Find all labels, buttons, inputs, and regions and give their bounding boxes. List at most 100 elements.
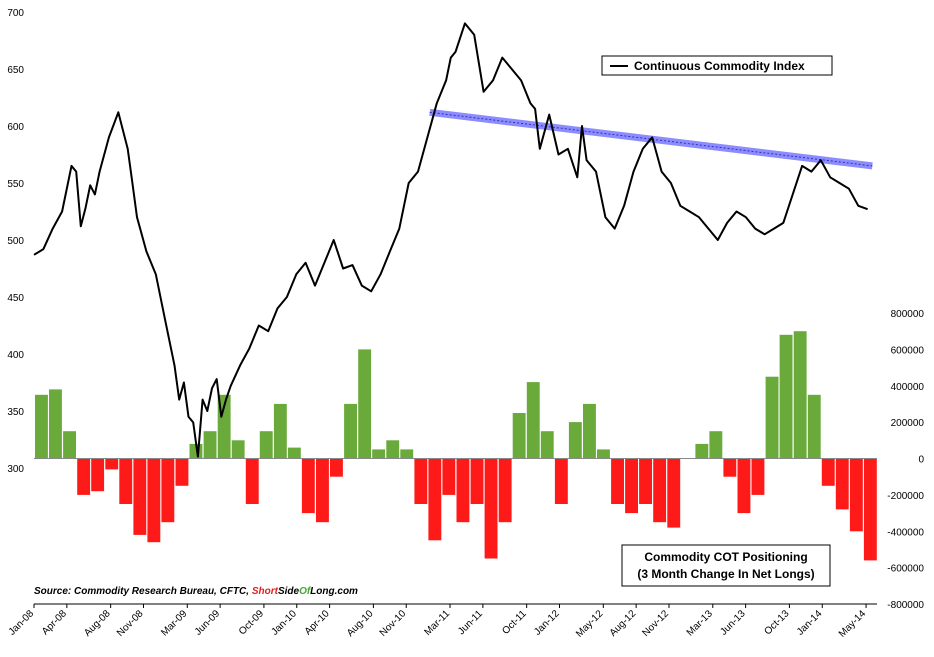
x-tick-label: Jan-10 <box>269 608 299 638</box>
left-tick-label: 650 <box>7 65 24 76</box>
x-tick-label: Jun-13 <box>718 608 748 638</box>
cot-bar <box>512 413 526 459</box>
x-tick-label: Oct-09 <box>237 608 266 637</box>
left-tick-label: 450 <box>7 293 24 304</box>
cot-bar <box>273 403 287 459</box>
cot-bar <box>91 458 105 492</box>
left-tick-label: 500 <box>7 236 24 247</box>
cot-bar <box>231 440 245 459</box>
cot-bar <box>667 458 681 528</box>
right-axis: 800000 600000 400000 200000 0 -200000 -400000 -… <box>887 309 924 611</box>
x-tick-label: Mar-13 <box>685 608 715 638</box>
cot-bar <box>498 458 512 523</box>
cot-bar <box>133 458 147 535</box>
cot-bar <box>821 458 835 486</box>
x-tick-label: Aug-10 <box>345 608 376 639</box>
source-brand-suffix: .com <box>335 586 358 597</box>
cot-bar <box>611 458 624 504</box>
cot-bar <box>765 376 779 459</box>
cot-bar <box>470 458 484 504</box>
cot-bars <box>35 331 877 561</box>
left-axis: 300 350 400 450 500 550 600 650 700 <box>7 8 24 475</box>
cot-annotation: Commodity COT Positioning (3 Month Chang… <box>621 544 831 587</box>
right-tick-label: -400000 <box>887 527 924 538</box>
price-line <box>33 22 868 458</box>
cot-bar <box>639 458 652 504</box>
cot-bar <box>597 449 610 459</box>
cot-bar <box>723 458 737 477</box>
cot-bar <box>175 458 189 486</box>
x-tick-label: Nov-10 <box>378 608 409 639</box>
cot-bar <box>35 394 48 459</box>
x-axis: Jan-08 Apr-08 Aug-08 Nov-08 Mar-09 Jun-09 Oct-… <box>7 603 877 640</box>
cot-bar <box>372 449 386 459</box>
cot-annotation-line-2: (3 Month Change In Net Longs) <box>637 567 814 581</box>
right-tick-label: 0 <box>918 455 924 466</box>
cot-bar <box>63 431 76 459</box>
x-tick-label: Oct-11 <box>500 608 529 637</box>
cot-bar <box>751 458 765 495</box>
x-tick-label: Apr-10 <box>303 608 332 637</box>
cot-bar <box>737 458 751 514</box>
cot-bar <box>105 458 119 470</box>
left-tick-label: 600 <box>7 122 24 133</box>
cot-bar <box>77 458 91 495</box>
right-tick-label: 600000 <box>891 345 925 356</box>
cot-bar <box>161 458 175 523</box>
source-prefix: Source: Commodity Research Bureau, CFTC, <box>34 586 252 597</box>
price-series <box>33 22 868 458</box>
cot-bar <box>849 458 863 532</box>
source-brand-short: Short <box>252 586 279 597</box>
source-brand-long: Long <box>310 586 334 597</box>
left-tick-label: 350 <box>7 407 24 418</box>
cot-bar <box>147 458 161 543</box>
right-tick-label: 800000 <box>891 309 925 320</box>
cot-bar <box>835 458 849 510</box>
cot-bar <box>330 458 343 477</box>
x-tick-label: Jun-11 <box>456 608 485 637</box>
cot-bar <box>709 431 723 459</box>
right-tick-label: 200000 <box>891 418 925 429</box>
cot-bar <box>414 458 428 504</box>
x-tick-label: May-14 <box>837 608 869 640</box>
cot-bar <box>793 331 807 459</box>
left-tick-label: 700 <box>7 8 24 19</box>
x-tick-label: Aug-08 <box>82 608 113 639</box>
cot-bar <box>119 458 133 504</box>
cot-bar <box>653 458 667 523</box>
legend-box <box>601 55 833 76</box>
cot-bar <box>526 382 540 459</box>
cot-bar <box>344 403 357 459</box>
cot-bar <box>287 447 301 459</box>
cot-bar <box>358 349 372 459</box>
x-tick-label: Nov-08 <box>115 608 146 639</box>
cot-bar <box>386 440 400 459</box>
cot-bar <box>49 389 62 459</box>
cot-annotation-box <box>621 544 831 587</box>
legend: Continuous Commodity Index <box>601 55 833 76</box>
left-tick-label: 550 <box>7 179 24 190</box>
cot-bar <box>779 334 793 459</box>
right-tick-label: -800000 <box>887 600 924 611</box>
right-tick-label: 400000 <box>891 382 925 393</box>
cot-bar <box>428 458 442 541</box>
x-tick-label: Nov-12 <box>641 608 672 639</box>
cot-bar <box>456 458 470 523</box>
source-brand-of: Of <box>299 586 312 597</box>
cot-bar <box>203 431 217 459</box>
cot-bar <box>863 458 877 561</box>
cot-bar <box>540 431 554 459</box>
cot-bar <box>625 458 638 514</box>
x-tick-label: Apr-08 <box>40 608 69 637</box>
x-tick-label: Jun-09 <box>193 608 223 638</box>
legend-label: Continuous Commodity Index <box>634 59 805 73</box>
cot-bar <box>259 431 273 459</box>
x-tick-label: Jan-12 <box>532 608 562 638</box>
cot-bar <box>568 422 582 459</box>
right-tick-label: -600000 <box>887 564 924 575</box>
cot-bar <box>807 394 821 459</box>
cot-bar <box>484 458 498 559</box>
right-tick-label: -200000 <box>887 491 924 502</box>
